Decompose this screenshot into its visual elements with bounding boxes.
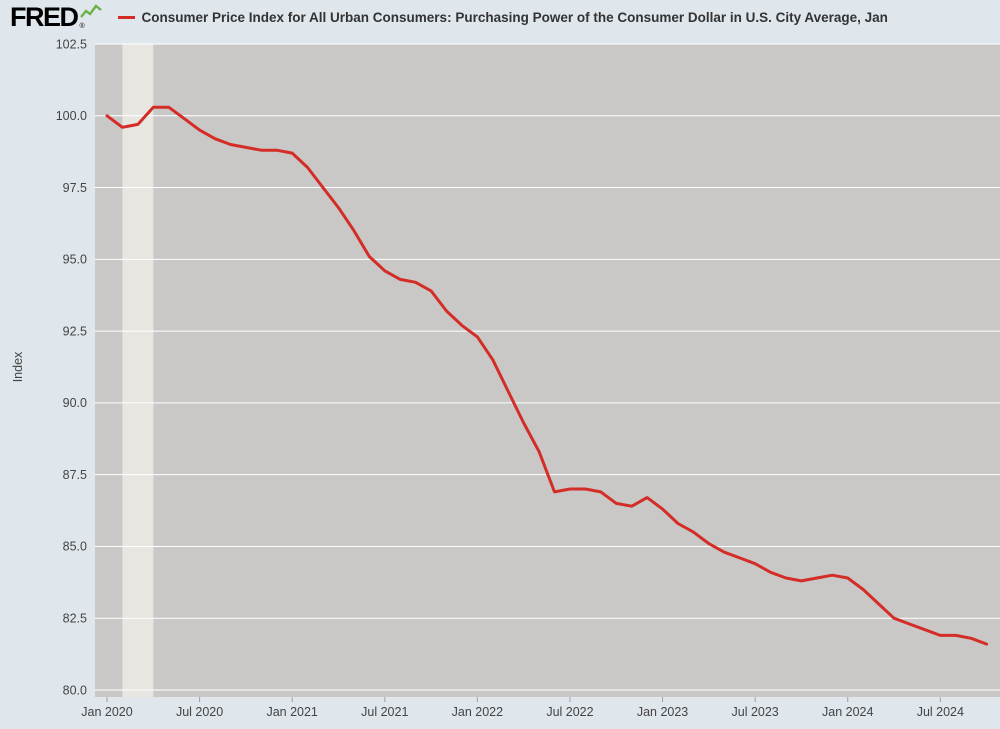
- fred-logo[interactable]: FRED ®: [10, 1, 102, 32]
- y-tick-label: 90.0: [63, 396, 87, 410]
- y-tick-label: 100.0: [56, 109, 87, 123]
- x-tick-label: Jul 2024: [917, 705, 964, 719]
- y-tick-label: 92.5: [63, 324, 87, 338]
- chart-header: FRED ® Consumer Price Index for All Urba…: [0, 0, 1000, 34]
- x-tick-label: Jan 2020: [81, 705, 132, 719]
- chart-title: Consumer Price Index for All Urban Consu…: [141, 9, 888, 25]
- y-tick-label: 97.5: [63, 181, 87, 195]
- fred-logo-chart-icon: [79, 4, 102, 18]
- x-tick-label: Jan 2024: [822, 705, 873, 719]
- x-tick-label: Jul 2021: [361, 705, 408, 719]
- y-tick-label: 85.0: [63, 540, 87, 554]
- x-tick-label: Jul 2020: [176, 705, 223, 719]
- x-tick-label: Jul 2022: [546, 705, 593, 719]
- data-series-line[interactable]: [105, 105, 989, 646]
- y-tick-label: 95.0: [63, 253, 87, 267]
- y-tick-label: 102.5: [56, 37, 87, 51]
- x-tick-label: Jul 2023: [732, 705, 779, 719]
- registered-trademark-icon: ®: [79, 23, 85, 30]
- y-tick-label: 82.5: [63, 612, 87, 626]
- x-tick-label: Jan 2023: [637, 705, 688, 719]
- legend-line-swatch: [117, 15, 135, 19]
- x-tick-label: Jan 2022: [452, 705, 503, 719]
- plot-area: [95, 44, 1000, 697]
- x-tick-label: Jan 2021: [266, 705, 317, 719]
- y-tick-label: 80.0: [63, 683, 87, 697]
- y-tick-label: 87.5: [63, 468, 87, 482]
- chart-canvas[interactable]: 102.5 100.0 97.5 95.0 92.5 90.0 87.5 85.0 82.5 80…: [0, 34, 1000, 729]
- recession-band: [122, 44, 154, 697]
- fred-logo-text: FRED: [10, 1, 79, 32]
- y-axis-title: Index: [11, 351, 25, 382]
